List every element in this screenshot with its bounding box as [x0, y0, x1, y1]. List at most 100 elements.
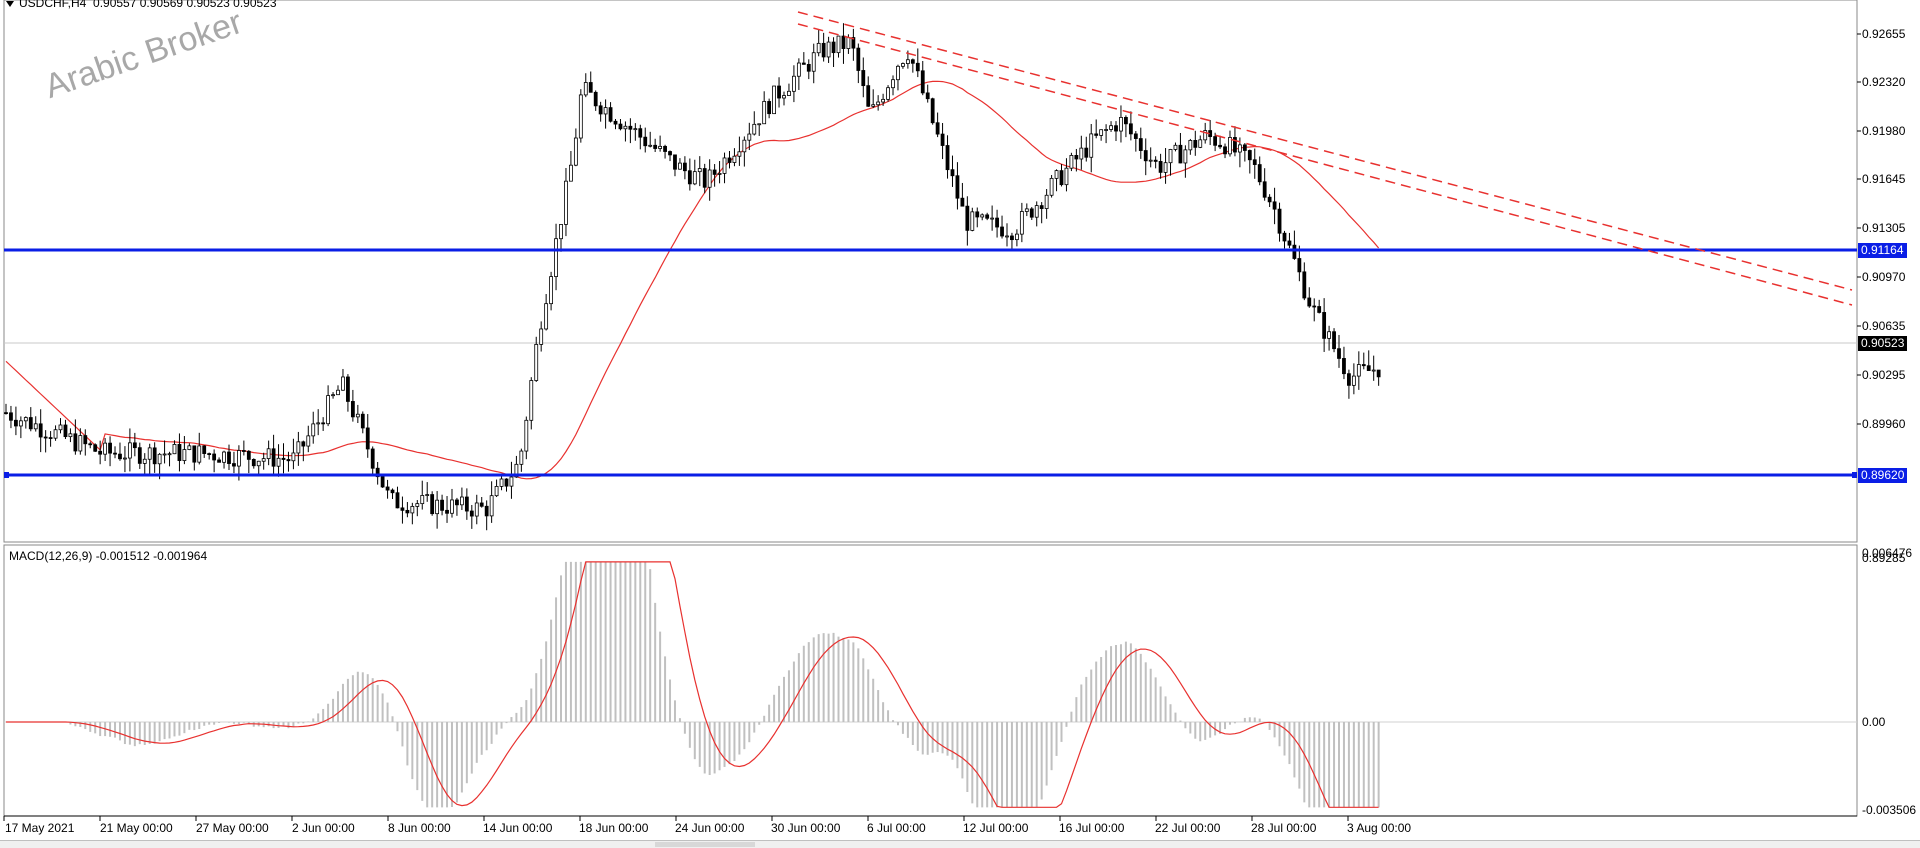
candle-body — [593, 91, 598, 107]
candle-body — [207, 453, 212, 455]
pane-borders — [3, 0, 1858, 817]
candle-body — [108, 442, 112, 454]
candle-body — [276, 457, 281, 467]
candle-body — [960, 197, 965, 207]
candle-body — [732, 155, 737, 163]
candle-body — [544, 303, 549, 330]
candle-body — [469, 510, 474, 517]
candle-body — [509, 476, 514, 487]
price-axis-label: 0.91980 — [1862, 124, 1906, 138]
candle-body — [167, 453, 172, 456]
candle-body — [1356, 364, 1361, 377]
candle-body — [1019, 211, 1024, 235]
candle-body — [920, 70, 925, 94]
macd-axis-label: -0.003506 — [1862, 803, 1917, 817]
candle-body — [1302, 271, 1307, 299]
candle-body — [98, 450, 103, 455]
candle-body — [157, 453, 162, 465]
trend-line-upper[interactable] — [797, 11, 1853, 291]
candle-body — [658, 145, 663, 149]
macd-signal-line — [6, 561, 1379, 808]
candle-body — [1351, 375, 1356, 386]
candle-body — [405, 509, 410, 514]
candle-body — [876, 101, 881, 106]
candle-body — [722, 157, 727, 174]
candle-body — [1223, 146, 1227, 155]
candle-body — [241, 450, 246, 452]
time-axis-label: 28 Jul 00:00 — [1251, 821, 1317, 835]
candle-body — [73, 433, 78, 452]
candle-body — [88, 443, 93, 446]
candle-body — [1322, 312, 1327, 339]
candle-body — [801, 62, 806, 65]
candle-body — [63, 424, 68, 438]
candle-body — [573, 137, 578, 166]
candle-body — [162, 453, 167, 456]
candle-body — [1218, 144, 1222, 148]
candle-body — [792, 75, 796, 92]
time-axis-label: 6 Jul 00:00 — [867, 821, 926, 835]
candle-body — [687, 170, 692, 185]
candle-body — [930, 98, 935, 124]
candle-body — [350, 401, 355, 418]
candle-body — [1282, 232, 1287, 242]
candle-body — [251, 458, 256, 467]
candle-body — [459, 496, 464, 506]
candle-body — [33, 423, 38, 430]
candle-body — [479, 502, 484, 507]
candle-body — [1029, 208, 1034, 218]
dropdown-triangle-icon[interactable] — [6, 0, 14, 7]
candle-body — [93, 444, 98, 452]
price-axis-label: 0.91645 — [1862, 172, 1906, 186]
candle-body — [1292, 244, 1297, 259]
time-axis-label: 21 May 00:00 — [100, 821, 173, 835]
candle-body — [375, 467, 380, 478]
candle-body — [1307, 297, 1312, 307]
candle-body — [628, 125, 633, 130]
scrollbar-thumb[interactable] — [655, 842, 755, 847]
support-price-tag[interactable]: 0.89620 — [1858, 468, 1908, 483]
candle-body — [757, 123, 762, 126]
candle-body — [113, 452, 117, 455]
candle-body — [851, 37, 856, 49]
candle-body — [1198, 139, 1203, 148]
candle-body — [678, 162, 682, 170]
candle-body — [1044, 194, 1049, 209]
candle-body — [990, 217, 995, 220]
candle-body — [355, 413, 360, 418]
support-line-handle-right[interactable] — [1852, 472, 1857, 478]
candle-body — [38, 423, 43, 438]
candle-body — [554, 238, 558, 277]
candle-body — [192, 445, 197, 463]
candle-body — [385, 486, 390, 491]
candle-body — [772, 85, 776, 115]
candle-body — [514, 463, 519, 478]
candle-body — [648, 144, 653, 147]
candle-body — [633, 128, 638, 131]
candle-body — [985, 214, 990, 219]
symbol-label: USDCHF,H4 — [19, 0, 87, 10]
candle-body — [1114, 125, 1118, 132]
time-axis-label: 17 May 2021 — [5, 821, 75, 835]
candle-body — [464, 496, 469, 512]
support-line-handle[interactable] — [4, 472, 9, 478]
macd-axis-label: 0.006476 — [1862, 546, 1913, 560]
candle-body — [1109, 125, 1113, 130]
candle-body — [1124, 117, 1128, 125]
candle-body — [400, 507, 405, 511]
candle-body — [440, 499, 444, 511]
horizontal-scrollbar[interactable] — [0, 840, 1920, 848]
candle-body — [836, 35, 841, 54]
candle-body — [1064, 167, 1069, 186]
candle-body — [237, 450, 241, 467]
candle-body — [1034, 205, 1039, 218]
time-axis-label: 8 Jun 00:00 — [388, 821, 451, 835]
candle-body — [306, 435, 311, 447]
candle-body — [1376, 369, 1381, 378]
candle-body — [9, 412, 13, 421]
trend-line-lower[interactable] — [797, 23, 1853, 306]
time-axis-ticks — [3, 816, 1349, 821]
resistance-price-tag[interactable]: 0.91164 — [1858, 243, 1907, 258]
candle-body — [23, 417, 28, 422]
